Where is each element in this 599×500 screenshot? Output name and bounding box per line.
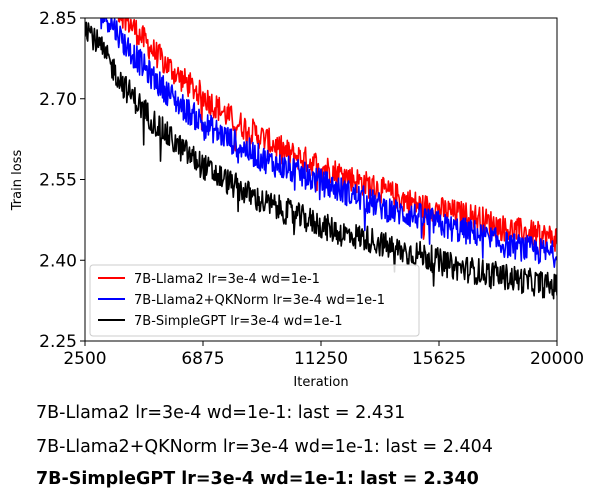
legend-label-llama2: 7B-Llama2 lr=3e-4 wd=1e-1: [134, 272, 320, 287]
series-simplegpt-line: [85, 21, 557, 300]
legend-label-simplegpt: 7B-SimpleGPT lr=3e-4 wd=1e-1: [134, 314, 342, 329]
y-axis: 2.25 2.40 2.55 2.70 2.85: [39, 9, 85, 352]
series-llama2-qknorm-line: [100, 18, 557, 268]
y-tick-label: 2.25: [39, 332, 77, 352]
x-tick-label: 15625: [412, 349, 466, 369]
y-axis-label: Train loss: [10, 150, 25, 212]
legend-box: [89, 264, 420, 337]
y-tick-label: 2.85: [39, 9, 77, 29]
x-axis: 2500 6875 11250 15625 20000: [63, 341, 584, 369]
summary-simplegpt: 7B-SimpleGPT lr=3e-4 wd=1e-1: last = 2.3…: [36, 469, 479, 489]
legend-label-llama2-qknorm: 7B-Llama2+QKNorm lr=3e-4 wd=1e-1: [134, 293, 385, 308]
x-tick-label: 11250: [294, 349, 348, 369]
y-tick-label: 2.70: [39, 90, 77, 110]
x-tick-label: 2500: [63, 349, 106, 369]
series-layer: [85, 18, 557, 300]
summary-llama2: 7B-Llama2 lr=3e-4 wd=1e-1: last = 2.431: [36, 403, 406, 423]
legend: 7B-Llama2 lr=3e-4 wd=1e-1 7B-Llama2+QKNo…: [89, 264, 420, 337]
x-axis-label: Iteration: [293, 375, 348, 390]
train-loss-chart: 2.252.402.552.702.85 2500 6875 11250 15625 2…: [10, 9, 584, 390]
x-tick-label: 20000: [530, 349, 584, 369]
x-tick-label: 6875: [181, 349, 224, 369]
y-tick-label: 2.40: [39, 251, 77, 271]
y-tick-label: 2.55: [39, 171, 77, 191]
summary-llama2-qknorm: 7B-Llama2+QKNorm lr=3e-4 wd=1e-1: last =…: [36, 437, 493, 457]
